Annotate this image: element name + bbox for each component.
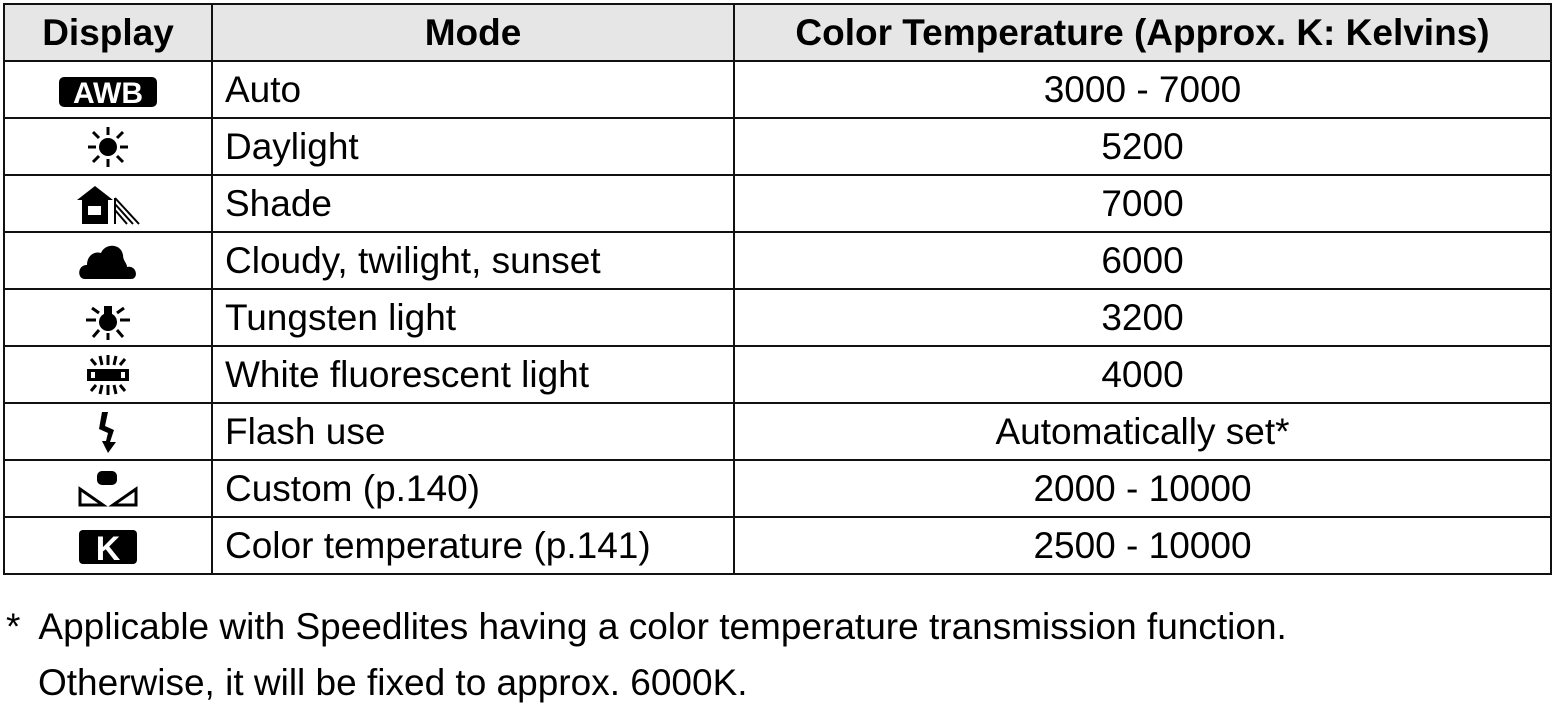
table-row: Daylight 5200 (3, 117, 1552, 176)
table-row: AWB Auto 3000 - 7000 (3, 60, 1552, 119)
svg-text:AWB: AWB (73, 77, 143, 108)
flash-icon (99, 411, 116, 453)
mode-cell: Shade (211, 174, 735, 233)
mode-cell: Custom (p.140) (211, 459, 735, 518)
cloudy-icon (79, 245, 136, 280)
table-row: Cloudy, twilight, sunset 6000 (3, 231, 1552, 290)
mode-cell: White fluorescent light (211, 345, 735, 404)
footnote-text-2: Otherwise, it will be fixed to approx. 6… (38, 662, 748, 703)
temp-cell: 3200 (733, 288, 1552, 347)
footnote-marker: * (6, 606, 21, 647)
temp-cell: 3000 - 7000 (733, 60, 1552, 119)
tungsten-bulb-icon (86, 305, 130, 340)
temp-cell: 7000 (733, 174, 1552, 233)
mode-cell: Cloudy, twilight, sunset (211, 231, 735, 290)
table-row: Custom (p.140) 2000 - 10000 (3, 459, 1552, 518)
mode-cell: Color temperature (p.141) (211, 516, 735, 575)
table-row: K Color temperature (p.141) 2500 - 10000 (3, 516, 1552, 575)
awb-icon: AWB (59, 77, 157, 108)
footnote-text-1: Applicable with Speedlites having a colo… (38, 606, 1287, 647)
header-mode: Mode (211, 3, 735, 62)
temp-cell: 6000 (733, 231, 1552, 290)
table-row: Flash use Automatically set* (3, 402, 1552, 461)
temp-cell: 5200 (733, 117, 1552, 176)
footnote-line-1: * Applicable with Speedlites having a col… (6, 608, 1287, 645)
custom-wb-icon (78, 471, 138, 507)
temp-cell: 4000 (733, 345, 1552, 404)
header-temp: Color Temperature (Approx. K: Kelvins) (733, 3, 1552, 62)
daylight-sun-icon (88, 126, 128, 167)
white-balance-table: Display Mode Color Temperature (Approx. … (3, 3, 1552, 575)
temp-cell: 2000 - 10000 (733, 459, 1552, 518)
mode-cell: Tungsten light (211, 288, 735, 347)
svg-text:K: K (96, 530, 121, 565)
shade-house-icon (77, 185, 140, 225)
header-row: Display Mode Color Temperature (Approx. … (3, 3, 1552, 62)
temp-cell: 2500 - 10000 (733, 516, 1552, 575)
fluorescent-icon (87, 354, 129, 395)
temp-cell: Automatically set* (733, 402, 1552, 461)
header-display: Display (3, 3, 213, 62)
table-row: Tungsten light 3200 (3, 288, 1552, 347)
mode-cell: Flash use (211, 402, 735, 461)
mode-cell: Auto (211, 60, 735, 119)
mode-cell: Daylight (211, 117, 735, 176)
kelvin-icon: K (79, 530, 137, 565)
table-row: White fluorescent light 4000 (3, 345, 1552, 404)
table-row: Shade 7000 (3, 174, 1552, 233)
